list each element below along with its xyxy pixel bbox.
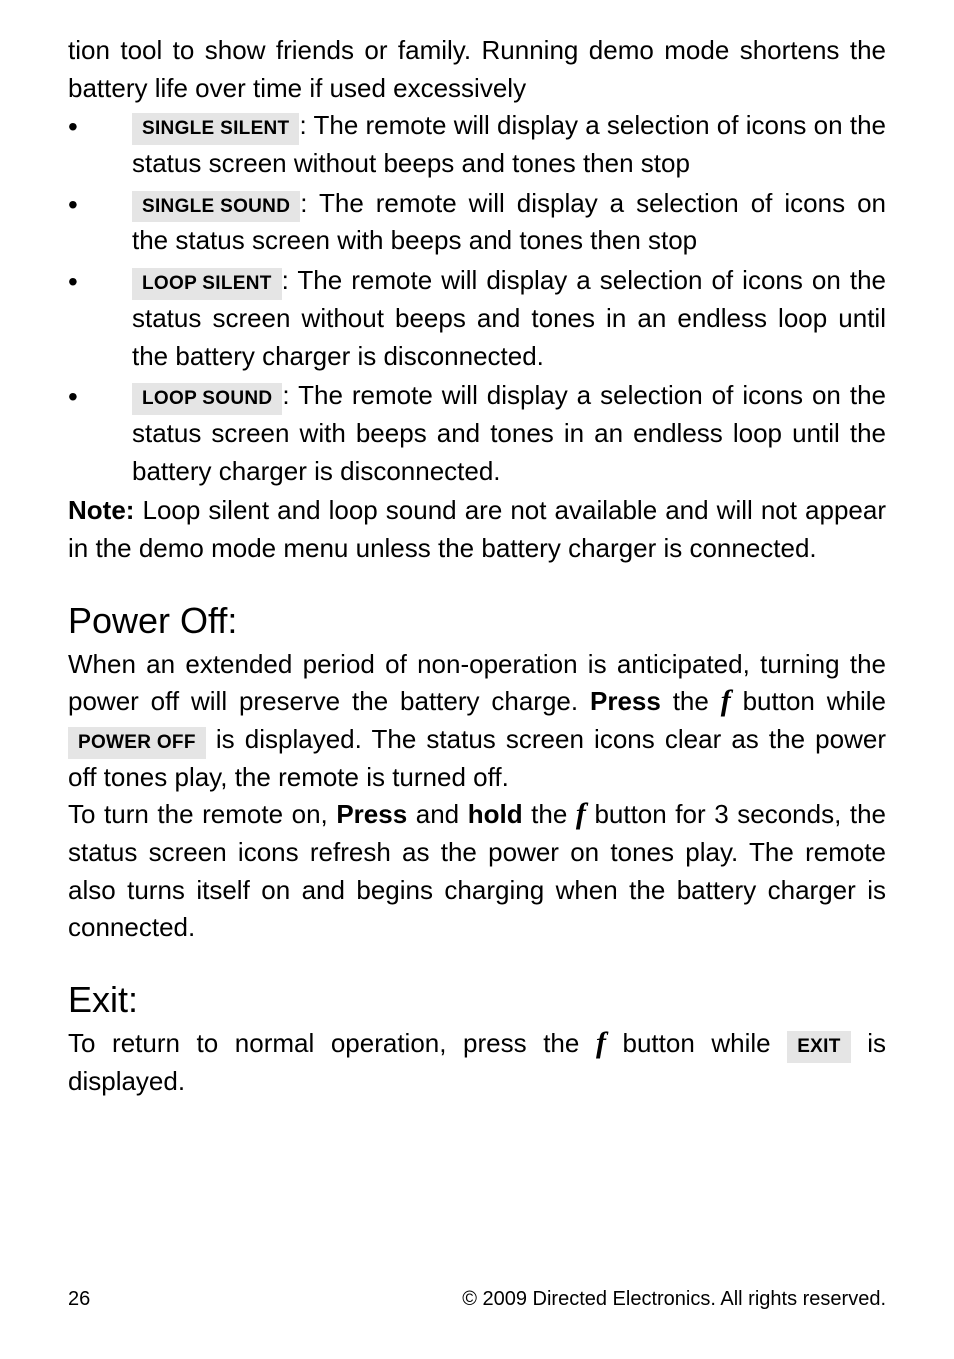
hold-label: hold: [468, 799, 523, 829]
copyright-text: © 2009 Directed Electronics. All rights …: [462, 1288, 886, 1311]
note-text: Loop silent and loop sound are not avail…: [68, 495, 886, 563]
text: button while: [731, 686, 886, 716]
label-loop-sound: LOOP SOUND: [132, 383, 282, 415]
text: To return to normal operation, press the: [68, 1028, 596, 1058]
press-label: Press: [590, 686, 661, 716]
label-exit: EXIT: [787, 1031, 850, 1063]
label-single-sound: SINGLE SOUND: [132, 191, 300, 223]
bullet-single-sound: SINGLE SOUND: The remote will display a …: [68, 185, 886, 260]
bullet-loop-silent: LOOP SILENT: The remote will display a s…: [68, 262, 886, 375]
label-power-off: POWER OFF: [68, 727, 206, 759]
note-label: Note:: [68, 495, 134, 525]
power-off-heading: Power Off:: [68, 600, 886, 642]
bullet-loop-sound: LOOP SOUND: The remote will display a se…: [68, 377, 886, 490]
text: the: [523, 799, 576, 829]
text: and: [407, 799, 468, 829]
page-number: 26: [68, 1288, 90, 1311]
text: the: [661, 686, 721, 716]
function-f-icon: f: [576, 802, 586, 826]
exit-paragraph: To return to normal operation, press the…: [68, 1025, 886, 1100]
bullet-single-silent: SINGLE SILENT: The remote will display a…: [68, 107, 886, 182]
power-off-para-2: To turn the remote on, Press and hold th…: [68, 796, 886, 947]
function-f-icon: f: [721, 689, 731, 713]
text: button while: [606, 1028, 787, 1058]
note-paragraph: Note: Loop silent and loop sound are not…: [68, 492, 886, 567]
label-loop-silent: LOOP SILENT: [132, 268, 282, 300]
page-footer: 26 © 2009 Directed Electronics. All righ…: [68, 1288, 886, 1311]
power-off-para-1: When an extended period of non-operation…: [68, 646, 886, 797]
mode-bullet-list: SINGLE SILENT: The remote will display a…: [68, 107, 886, 490]
text: To turn the remote on,: [68, 799, 336, 829]
function-f-icon: f: [596, 1031, 606, 1055]
exit-heading: Exit:: [68, 979, 886, 1021]
press-label: Press: [336, 799, 407, 829]
label-single-silent: SINGLE SILENT: [132, 113, 299, 145]
intro-paragraph: tion tool to show friends or family. Run…: [68, 32, 886, 107]
